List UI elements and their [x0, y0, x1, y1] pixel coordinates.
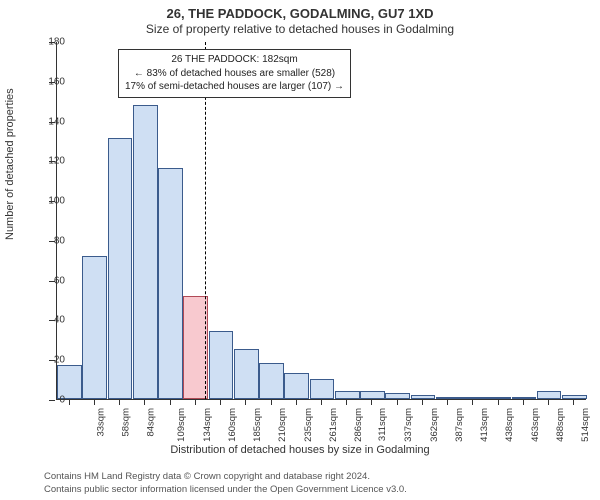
x-tick-mark [321, 400, 322, 405]
histogram-bar [108, 138, 133, 399]
x-tick-label: 337sqm [403, 408, 414, 442]
histogram-bar [436, 397, 461, 399]
attribution-text: Contains HM Land Registry data © Crown c… [0, 471, 600, 496]
histogram-bar [158, 168, 183, 399]
x-tick-label: 514sqm [580, 408, 591, 442]
x-tick-mark [447, 400, 448, 405]
histogram-bar [512, 397, 537, 399]
histogram-bar [335, 391, 360, 399]
x-tick-label: 160sqm [227, 408, 238, 442]
x-tick-mark [397, 400, 398, 405]
x-tick-mark [245, 400, 246, 405]
x-tick-label: 185sqm [252, 408, 263, 442]
x-tick-mark [548, 400, 549, 405]
x-tick-mark [195, 400, 196, 405]
x-tick-mark [472, 400, 473, 405]
x-tick-mark [523, 400, 524, 405]
y-tick-mark [49, 281, 55, 282]
y-tick-mark [49, 400, 55, 401]
histogram-bar [562, 395, 587, 399]
x-tick-mark [498, 400, 499, 405]
x-tick-mark [371, 400, 372, 405]
x-tick-mark [69, 400, 70, 405]
x-tick-mark [573, 400, 574, 405]
x-tick-label: 261sqm [328, 408, 339, 442]
histogram-bar [209, 331, 234, 399]
histogram-bar [234, 349, 259, 399]
x-tick-mark [170, 400, 171, 405]
annotation-line3: 17% of semi-detached houses are larger (… [125, 80, 344, 94]
annotation-line2: ← 83% of detached houses are smaller (52… [125, 67, 344, 81]
histogram-bar [259, 363, 284, 399]
x-tick-label: 58sqm [120, 408, 131, 437]
x-tick-label: 463sqm [529, 408, 540, 442]
y-tick-mark [49, 122, 55, 123]
x-axis-label: Distribution of detached houses by size … [0, 444, 600, 456]
x-tick-label: 286sqm [353, 408, 364, 442]
histogram-bar [360, 391, 385, 399]
x-tick-mark [271, 400, 272, 405]
y-tick-mark [49, 82, 55, 83]
chart-subtitle: Size of property relative to detached ho… [0, 22, 600, 36]
histogram-bar [537, 391, 562, 399]
annotation-callout: 26 THE PADDOCK: 182sqm ← 83% of detached… [118, 49, 351, 98]
y-axis-label: Number of detached properties [4, 88, 16, 240]
y-tick-mark [49, 360, 55, 361]
y-tick-mark [49, 42, 55, 43]
x-tick-label: 109sqm [176, 408, 187, 442]
x-tick-label: 387sqm [454, 408, 465, 442]
x-tick-label: 235sqm [302, 408, 313, 442]
chart-title-address: 26, THE PADDOCK, GODALMING, GU7 1XD [0, 6, 600, 21]
x-tick-mark [422, 400, 423, 405]
histogram-bar [310, 379, 335, 399]
attribution-line2: Contains public sector information licen… [44, 484, 600, 496]
x-tick-label: 134sqm [201, 408, 212, 442]
y-tick-mark [49, 161, 55, 162]
x-tick-mark [346, 400, 347, 405]
x-tick-label: 33sqm [95, 408, 106, 437]
histogram-bar [133, 105, 158, 399]
x-tick-mark [144, 400, 145, 405]
x-tick-mark [119, 400, 120, 405]
y-tick-mark [49, 201, 55, 202]
y-tick-mark [49, 241, 55, 242]
histogram-bar [385, 393, 410, 399]
histogram-bar [284, 373, 309, 399]
histogram-bar [82, 256, 107, 399]
histogram-bar [461, 397, 486, 399]
x-tick-label: 488sqm [555, 408, 566, 442]
x-tick-mark [296, 400, 297, 405]
y-tick-mark [49, 320, 55, 321]
x-tick-mark [220, 400, 221, 405]
histogram-bar [486, 397, 511, 399]
x-tick-label: 84sqm [146, 408, 157, 437]
x-tick-label: 438sqm [504, 408, 515, 442]
histogram-bar [411, 395, 436, 399]
x-tick-label: 362sqm [429, 408, 440, 442]
x-tick-label: 210sqm [277, 408, 288, 442]
annotation-line1: 26 THE PADDOCK: 182sqm [125, 53, 344, 67]
x-tick-label: 311sqm [377, 408, 388, 441]
x-tick-label: 413sqm [479, 408, 490, 442]
attribution-line1: Contains HM Land Registry data © Crown c… [44, 471, 600, 483]
x-tick-mark [94, 400, 95, 405]
